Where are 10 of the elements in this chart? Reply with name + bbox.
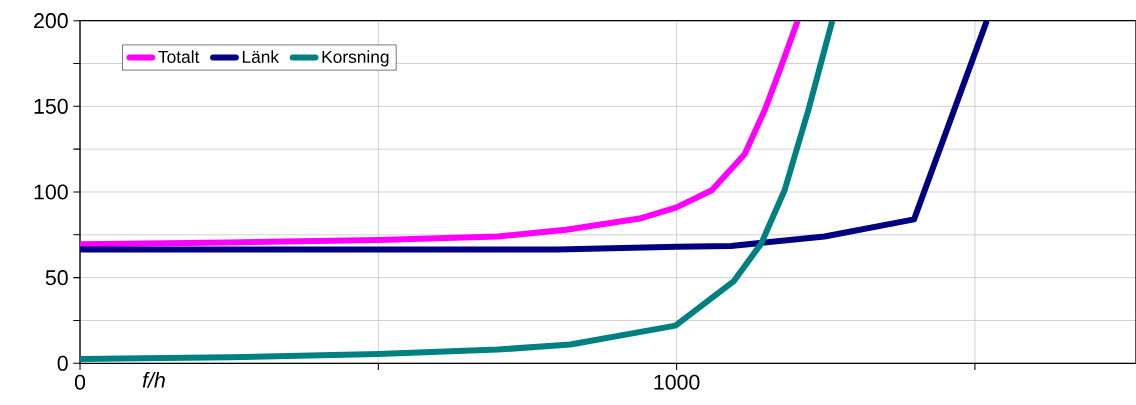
x-axis-title: f/h: [142, 371, 165, 388]
y-tick-label: 50: [45, 269, 68, 286]
y-tick-label: 0: [57, 355, 68, 371]
y-tick-label: 100: [34, 184, 68, 200]
y-tick-label: 150: [34, 98, 68, 114]
x-tick-label: 1000: [654, 374, 700, 390]
legend-label: Länk: [242, 50, 280, 63]
legend-label: Totalt: [158, 50, 200, 63]
legend-label: Korsning: [322, 50, 389, 67]
y-tick-label: 200: [34, 12, 68, 29]
